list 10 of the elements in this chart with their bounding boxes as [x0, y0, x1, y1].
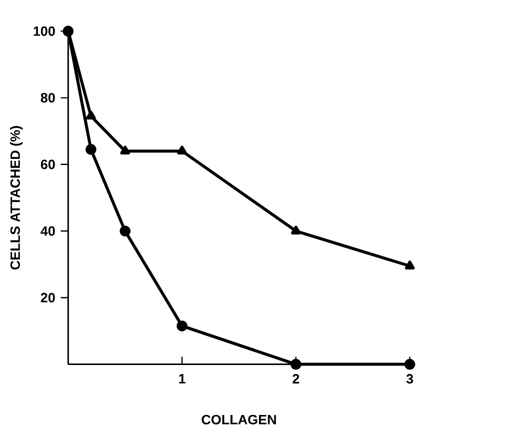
y-tick-label: 20 — [40, 292, 55, 303]
y-tick-label: 80 — [40, 93, 55, 103]
x-tick-label: 2 — [292, 374, 300, 384]
y-axis-title: CELLS ATTACHED (%) — [10, 126, 23, 270]
y-tick-label: 40 — [40, 226, 55, 236]
x-tick-label: 3 — [406, 374, 414, 384]
y-tick-label: 60 — [40, 160, 55, 170]
y-tick-label: 100 — [34, 26, 55, 36]
x-axis-title: COLLAGEN — [202, 414, 276, 424]
x-tick-label: 1 — [179, 374, 186, 384]
